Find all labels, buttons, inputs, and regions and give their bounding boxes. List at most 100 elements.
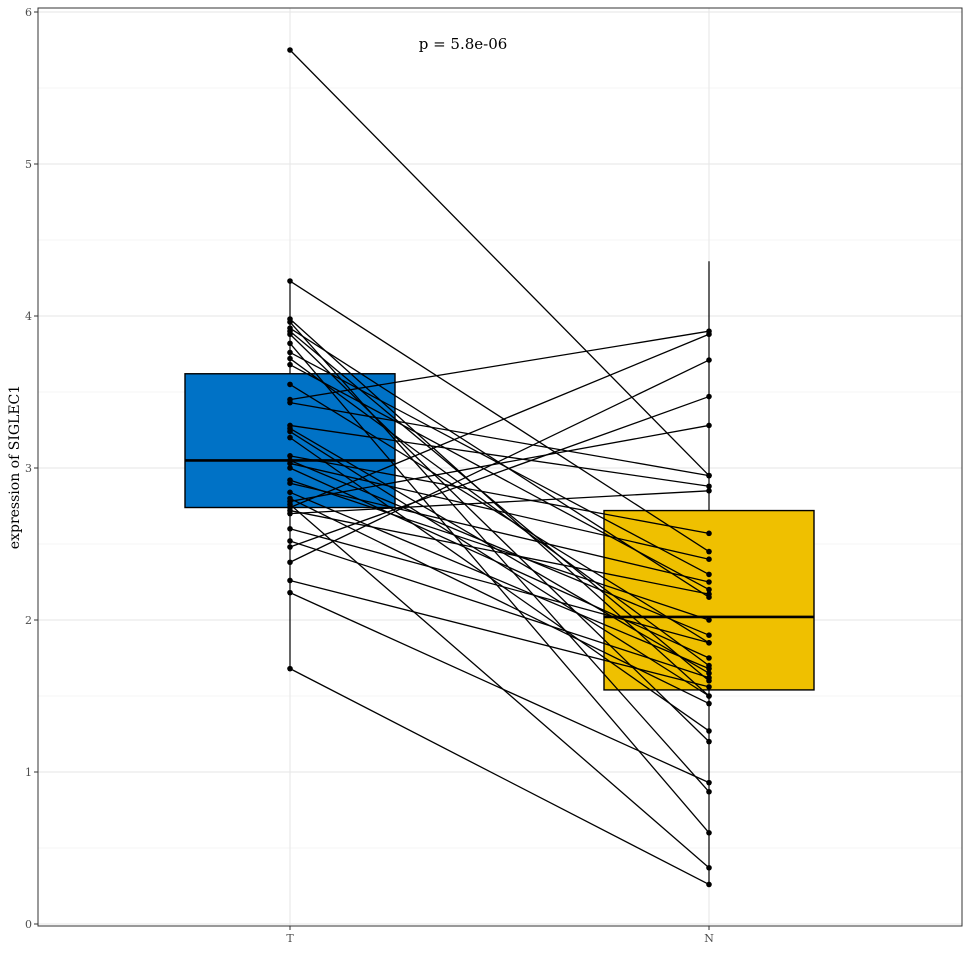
point-T (287, 665, 293, 672)
point-T (287, 340, 293, 347)
point-T (287, 544, 293, 550)
pair-line (289, 579, 710, 688)
point-N (706, 738, 712, 745)
pair-line (289, 424, 710, 487)
pair-line (289, 383, 710, 644)
data-points (287, 47, 712, 888)
point-T (287, 399, 293, 406)
point-T (287, 489, 293, 496)
point-T (287, 453, 293, 459)
point-T (287, 559, 293, 566)
point-N (706, 779, 712, 786)
point-N (706, 674, 712, 681)
x-tick-label: T (286, 932, 294, 945)
point-N (706, 830, 712, 836)
point-N (706, 864, 712, 871)
pair-line (289, 668, 710, 886)
point-T (287, 331, 293, 338)
y-tick-label: 5 (25, 158, 32, 171)
pair-line (289, 430, 710, 697)
point-T (287, 465, 293, 471)
point-T (287, 460, 293, 467)
pair-line (289, 395, 710, 548)
pair-line (289, 437, 710, 732)
pair-line (289, 401, 710, 477)
point-N (706, 617, 712, 623)
pair-line (289, 503, 710, 869)
pair-line (289, 424, 710, 503)
point-T (287, 434, 293, 441)
point-N (706, 586, 712, 593)
pair-line (289, 280, 710, 553)
point-N (706, 571, 712, 578)
pair-line (289, 49, 710, 477)
pair-line (289, 318, 710, 697)
y-tick-label: 0 (25, 918, 32, 931)
pair-line (289, 455, 710, 534)
point-T (287, 480, 293, 487)
paired-lines (289, 49, 710, 886)
y-tick-label: 2 (25, 614, 32, 627)
point-T (287, 361, 293, 368)
point-T (287, 355, 293, 362)
pair-line (289, 592, 710, 784)
point-N (706, 591, 712, 597)
pair-line (289, 490, 710, 515)
pair-line (289, 509, 710, 595)
point-T (287, 381, 293, 388)
point-N (706, 684, 712, 690)
point-N (706, 556, 712, 562)
point-N (706, 422, 712, 429)
point-T (287, 278, 293, 284)
point-N (706, 483, 712, 490)
pair-line (289, 482, 710, 583)
axes: 0 1 2 3 4 5 6 T N (25, 6, 963, 945)
y-tick-label: 1 (25, 766, 32, 779)
x-tick-label: N (704, 932, 714, 945)
point-N (706, 357, 712, 363)
pair-line (289, 333, 710, 509)
point-N (706, 728, 712, 734)
panel-border (37, 7, 963, 927)
y-tick-label: 3 (25, 462, 32, 475)
point-T (287, 428, 293, 435)
point-N (706, 693, 712, 699)
point-N (706, 472, 712, 479)
pair-line (289, 358, 710, 667)
point-N (706, 788, 712, 795)
point-T (287, 538, 293, 544)
pair-line (289, 359, 710, 563)
point-N (706, 700, 712, 707)
point-N (706, 331, 712, 338)
minor-gridlines (38, 8, 962, 926)
p-value-annotation: p = 5.8e-06 (419, 35, 508, 53)
y-tick-label: 6 (25, 6, 32, 19)
pair-line (289, 330, 710, 401)
pair-line (289, 462, 710, 560)
pair-line (289, 479, 710, 621)
point-N (706, 632, 712, 638)
point-N (706, 548, 712, 555)
pair-line (289, 321, 710, 793)
point-T (287, 510, 293, 517)
point-T (287, 319, 293, 325)
y-tick-label: 4 (25, 310, 32, 323)
point-N (706, 670, 712, 676)
point-T (287, 526, 293, 532)
point-T (287, 349, 293, 356)
pair-line (289, 528, 710, 644)
point-N (706, 665, 712, 672)
point-N (706, 393, 712, 400)
point-N (706, 530, 712, 537)
point-N (706, 881, 712, 888)
panel-background (38, 8, 962, 926)
y-axis-title: expression of SIGLEC1 (7, 385, 23, 549)
point-N (706, 579, 712, 585)
point-N (706, 655, 712, 661)
point-N (706, 488, 712, 494)
pair-line (289, 459, 710, 636)
point-T (287, 577, 293, 584)
pair-line (289, 540, 710, 679)
point-T (287, 47, 293, 53)
